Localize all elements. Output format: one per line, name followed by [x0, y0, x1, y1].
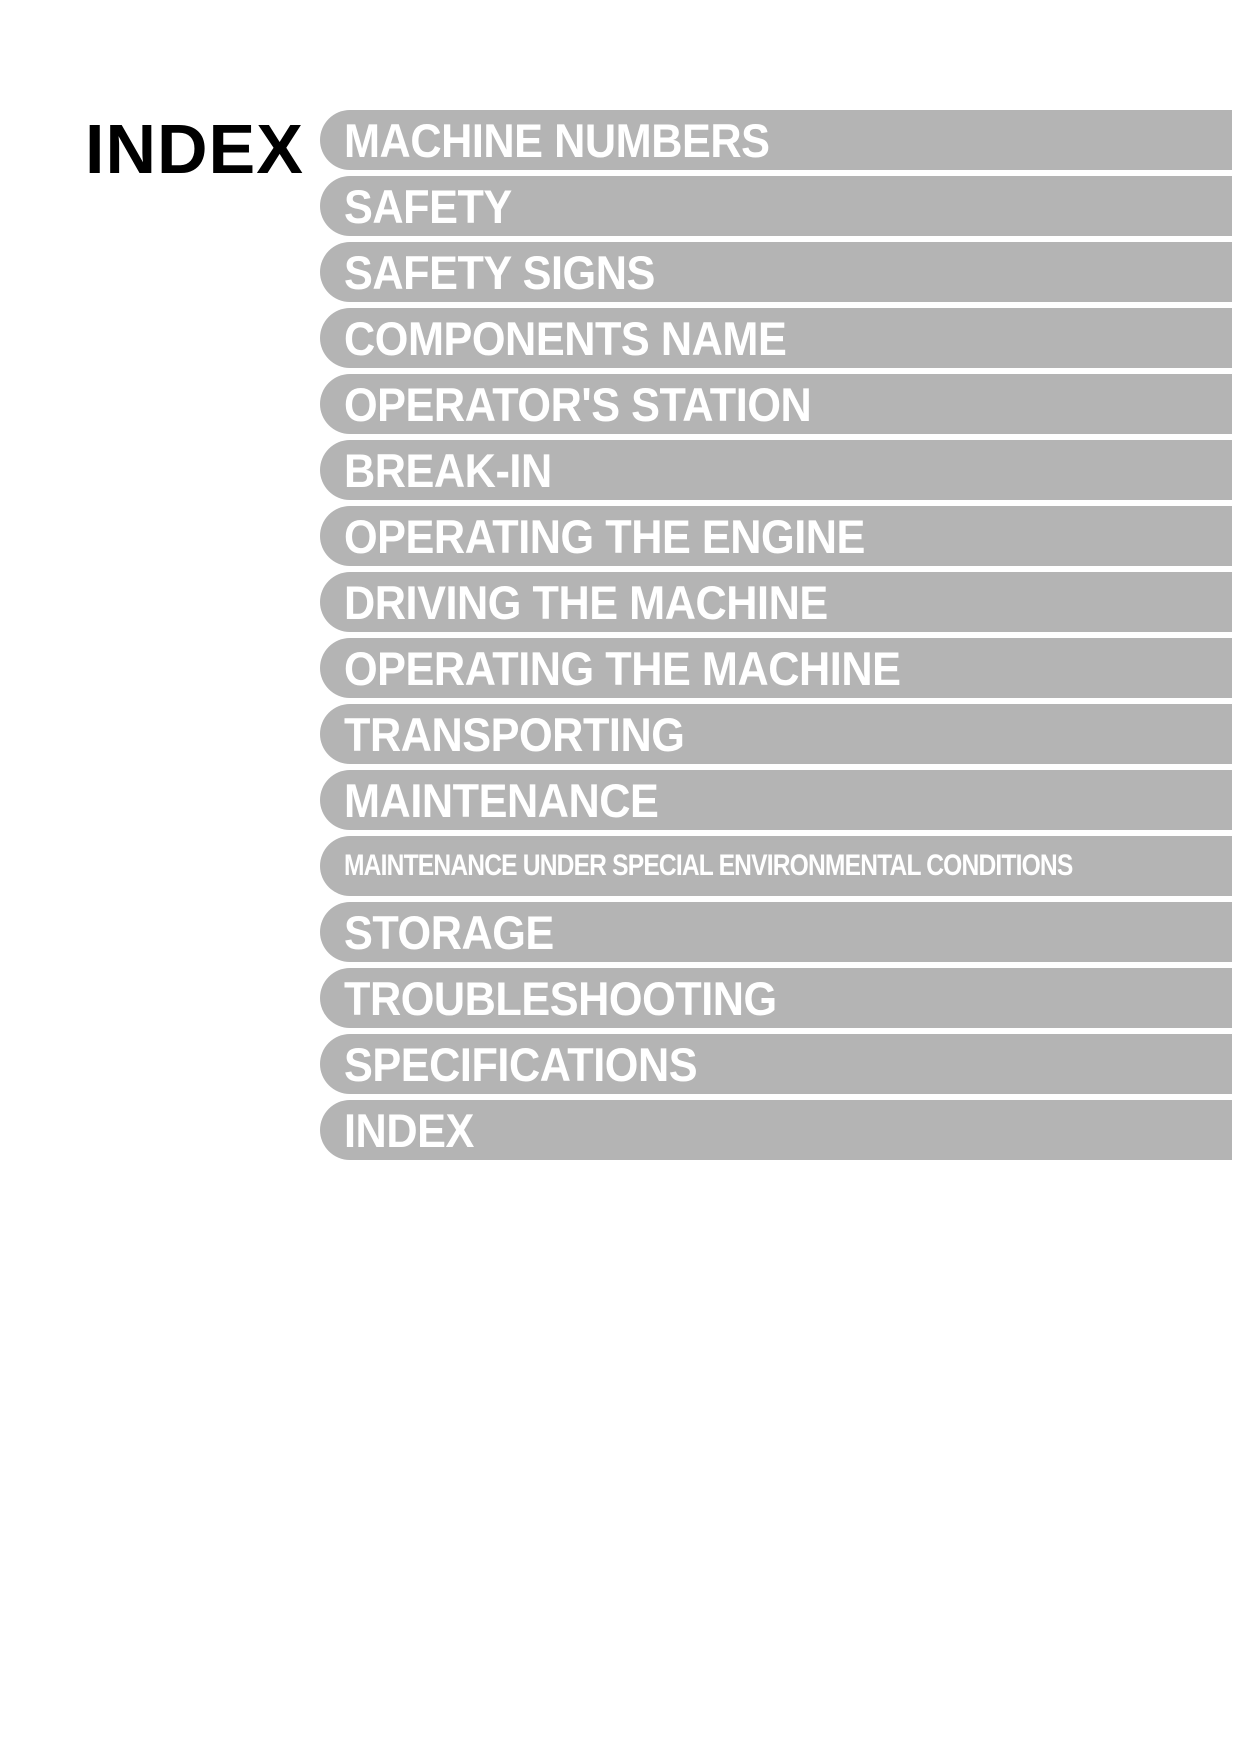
tab-label: SPECIFICATIONS: [344, 1037, 697, 1092]
tab-label: COMPONENTS NAME: [344, 311, 786, 366]
tab-label: INDEX: [344, 1103, 474, 1158]
tab-label: SAFETY SIGNS: [344, 245, 655, 300]
tab-safety-signs[interactable]: SAFETY SIGNS: [320, 242, 1232, 302]
tab-label: TROUBLESHOOTING: [344, 971, 777, 1026]
tab-label: SAFETY: [344, 179, 512, 234]
tab-operating-engine[interactable]: OPERATING THE ENGINE: [320, 506, 1232, 566]
tab-maintenance[interactable]: MAINTENANCE: [320, 770, 1232, 830]
tab-label: STORAGE: [344, 905, 554, 960]
tab-maintenance-special[interactable]: MAINTENANCE UNDER SPECIAL ENVIRONMENTAL …: [320, 836, 1232, 896]
tab-troubleshooting[interactable]: TROUBLESHOOTING: [320, 968, 1232, 1028]
tab-components-name[interactable]: COMPONENTS NAME: [320, 308, 1232, 368]
tab-label: DRIVING THE MACHINE: [344, 575, 828, 630]
tab-safety[interactable]: SAFETY: [320, 176, 1232, 236]
tab-label: OPERATING THE ENGINE: [344, 509, 865, 564]
page-container: INDEX MACHINE NUMBERS SAFETY SAFETY SIGN…: [85, 110, 1189, 1160]
tab-label: MACHINE NUMBERS: [344, 113, 770, 168]
tab-label: OPERATING THE MACHINE: [344, 641, 900, 696]
tab-label: OPERATOR'S STATION: [344, 377, 811, 432]
tab-transporting[interactable]: TRANSPORTING: [320, 704, 1232, 764]
tab-break-in[interactable]: BREAK-IN: [320, 440, 1232, 500]
tab-driving-machine[interactable]: DRIVING THE MACHINE: [320, 572, 1232, 632]
tab-machine-numbers[interactable]: MACHINE NUMBERS: [320, 110, 1232, 170]
tab-operators-station[interactable]: OPERATOR'S STATION: [320, 374, 1232, 434]
tab-storage[interactable]: STORAGE: [320, 902, 1232, 962]
tab-label: BREAK-IN: [344, 443, 552, 498]
page-title: INDEX: [85, 114, 304, 184]
tab-specifications[interactable]: SPECIFICATIONS: [320, 1034, 1232, 1094]
tab-index[interactable]: INDEX: [320, 1100, 1232, 1160]
tab-label: MAINTENANCE: [344, 773, 658, 828]
tabs-column: MACHINE NUMBERS SAFETY SAFETY SIGNS COMP…: [320, 110, 1232, 1160]
tab-label: MAINTENANCE UNDER SPECIAL ENVIRONMENTAL …: [344, 849, 1072, 883]
tab-label: TRANSPORTING: [344, 707, 684, 762]
tab-operating-machine[interactable]: OPERATING THE MACHINE: [320, 638, 1232, 698]
